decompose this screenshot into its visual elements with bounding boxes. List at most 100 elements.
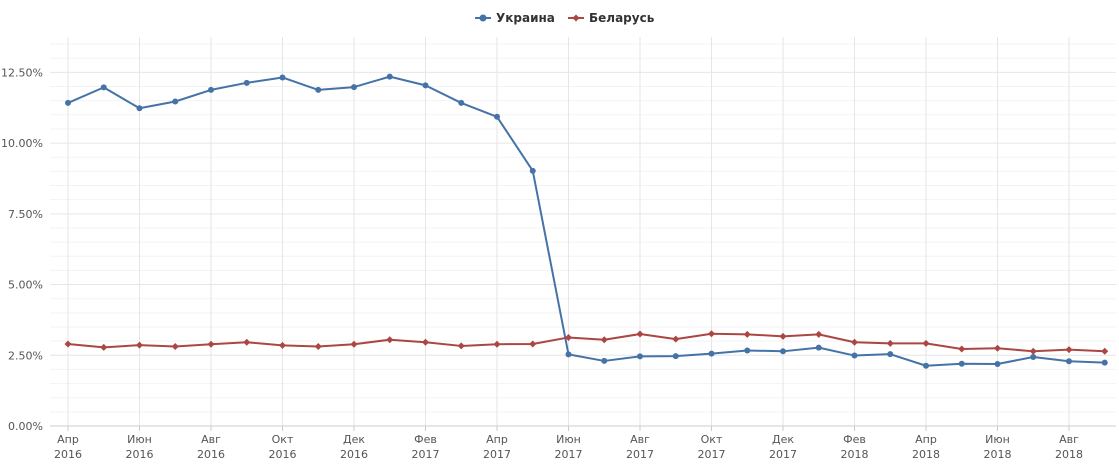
data-point[interactable] bbox=[494, 113, 500, 120]
data-point[interactable] bbox=[314, 343, 322, 351]
legend-item-belarus[interactable]: Беларусь bbox=[568, 11, 655, 25]
data-point[interactable] bbox=[207, 340, 215, 348]
x-tick-label-year: 2018 bbox=[984, 448, 1012, 461]
data-point[interactable] bbox=[672, 353, 679, 360]
x-tick-label-year: 2016 bbox=[126, 448, 154, 461]
x-tick-label-year: 2018 bbox=[841, 448, 869, 461]
data-point[interactable] bbox=[172, 98, 179, 105]
data-point[interactable] bbox=[958, 360, 965, 367]
legend-item-ukraine[interactable]: Украина bbox=[475, 11, 555, 25]
legend-label: Беларусь bbox=[589, 11, 655, 25]
x-tick-label-year: 2017 bbox=[555, 448, 583, 461]
data-point[interactable] bbox=[171, 343, 179, 351]
data-point[interactable] bbox=[601, 357, 608, 364]
data-point[interactable] bbox=[64, 340, 72, 348]
series-layer bbox=[64, 73, 1109, 369]
x-tick-label-month: Дек bbox=[772, 433, 794, 446]
data-point[interactable] bbox=[994, 361, 1001, 368]
data-point[interactable] bbox=[851, 352, 858, 359]
data-point[interactable] bbox=[1029, 347, 1037, 355]
data-point[interactable] bbox=[923, 362, 929, 369]
data-point[interactable] bbox=[744, 347, 751, 354]
series-ukraine[interactable] bbox=[65, 73, 1108, 369]
data-point[interactable] bbox=[279, 74, 286, 81]
data-point[interactable] bbox=[1065, 346, 1073, 354]
data-point[interactable] bbox=[600, 336, 608, 344]
data-point[interactable] bbox=[1101, 347, 1109, 355]
x-tick-label-month: Апр bbox=[486, 433, 508, 446]
data-point[interactable] bbox=[351, 84, 357, 91]
data-point[interactable] bbox=[350, 340, 358, 348]
data-point[interactable] bbox=[780, 348, 786, 355]
data-point[interactable] bbox=[65, 99, 71, 106]
data-point[interactable] bbox=[636, 330, 644, 338]
data-point[interactable] bbox=[100, 84, 107, 91]
data-point[interactable] bbox=[422, 338, 429, 346]
data-point[interactable] bbox=[458, 99, 465, 106]
data-point[interactable] bbox=[243, 79, 250, 86]
data-point[interactable] bbox=[100, 343, 108, 351]
data-point[interactable] bbox=[422, 82, 429, 89]
data-point[interactable] bbox=[279, 341, 286, 349]
legend-label: Украина bbox=[496, 11, 555, 25]
x-tick-label-year: 2017 bbox=[412, 448, 440, 461]
x-tick-label-month: Авг bbox=[201, 433, 221, 446]
x-tick-label-year: 2017 bbox=[698, 448, 726, 461]
series-line bbox=[67, 75, 1105, 367]
data-point[interactable] bbox=[743, 330, 751, 338]
data-point[interactable] bbox=[851, 338, 858, 346]
x-tick-label-month: Окт bbox=[701, 433, 723, 446]
data-point[interactable] bbox=[136, 341, 143, 349]
x-tick-label-year: 2016 bbox=[340, 448, 368, 461]
y-tick-label: 0.00% bbox=[8, 420, 43, 433]
x-tick-label-month: Авг bbox=[1059, 433, 1079, 446]
data-point[interactable] bbox=[886, 339, 894, 347]
data-point[interactable] bbox=[958, 345, 966, 353]
data-point[interactable] bbox=[493, 340, 501, 348]
data-point[interactable] bbox=[637, 353, 643, 360]
y-axis: 0.00% 2.50% 5.00% 7.50% 10.00% 12.50% bbox=[1, 66, 43, 433]
x-tick-label-year: 2017 bbox=[483, 448, 511, 461]
x-tick-label-month: Окт bbox=[272, 433, 294, 446]
series-belarus[interactable] bbox=[64, 330, 1109, 355]
legend-diamond-marker-icon bbox=[572, 14, 580, 22]
data-point[interactable] bbox=[243, 338, 251, 346]
data-point[interactable] bbox=[708, 350, 715, 357]
data-point[interactable] bbox=[815, 344, 822, 351]
data-point[interactable] bbox=[1101, 359, 1108, 366]
legend-circle-marker-icon bbox=[479, 14, 487, 22]
data-point[interactable] bbox=[779, 332, 787, 340]
x-tick-label-month: Апр bbox=[57, 433, 79, 446]
data-point[interactable] bbox=[815, 330, 823, 338]
data-point[interactable] bbox=[457, 342, 465, 350]
y-tick-label: 12.50% bbox=[1, 66, 43, 79]
x-tick-label-year: 2016 bbox=[197, 448, 225, 461]
x-tick-label-month: Июн bbox=[556, 433, 581, 446]
x-tick-label-month: Июн bbox=[127, 433, 152, 446]
data-point[interactable] bbox=[565, 333, 572, 341]
data-point[interactable] bbox=[208, 86, 214, 93]
data-point[interactable] bbox=[1066, 358, 1072, 365]
data-point[interactable] bbox=[315, 86, 322, 93]
data-point[interactable] bbox=[672, 335, 680, 343]
data-point[interactable] bbox=[922, 339, 930, 347]
y-tick-label: 10.00% bbox=[1, 137, 43, 150]
grid bbox=[50, 37, 1116, 427]
data-point[interactable] bbox=[386, 336, 394, 344]
data-point[interactable] bbox=[994, 344, 1001, 352]
x-tick-label-year: 2017 bbox=[626, 448, 654, 461]
data-point[interactable] bbox=[386, 73, 393, 80]
x-tick-label-month: Апр bbox=[915, 433, 937, 446]
x-tick-label-month: Фев bbox=[414, 433, 437, 446]
data-point[interactable] bbox=[1030, 353, 1037, 360]
legend[interactable]: Украина Беларусь bbox=[475, 11, 655, 25]
data-point[interactable] bbox=[565, 351, 572, 358]
data-point[interactable] bbox=[529, 340, 537, 348]
x-tick-label-month: Фев bbox=[843, 433, 866, 446]
y-tick-label: 7.50% bbox=[8, 208, 43, 221]
data-point[interactable] bbox=[136, 105, 143, 112]
data-point[interactable] bbox=[708, 330, 715, 338]
data-point[interactable] bbox=[887, 351, 894, 358]
data-point[interactable] bbox=[529, 167, 536, 174]
